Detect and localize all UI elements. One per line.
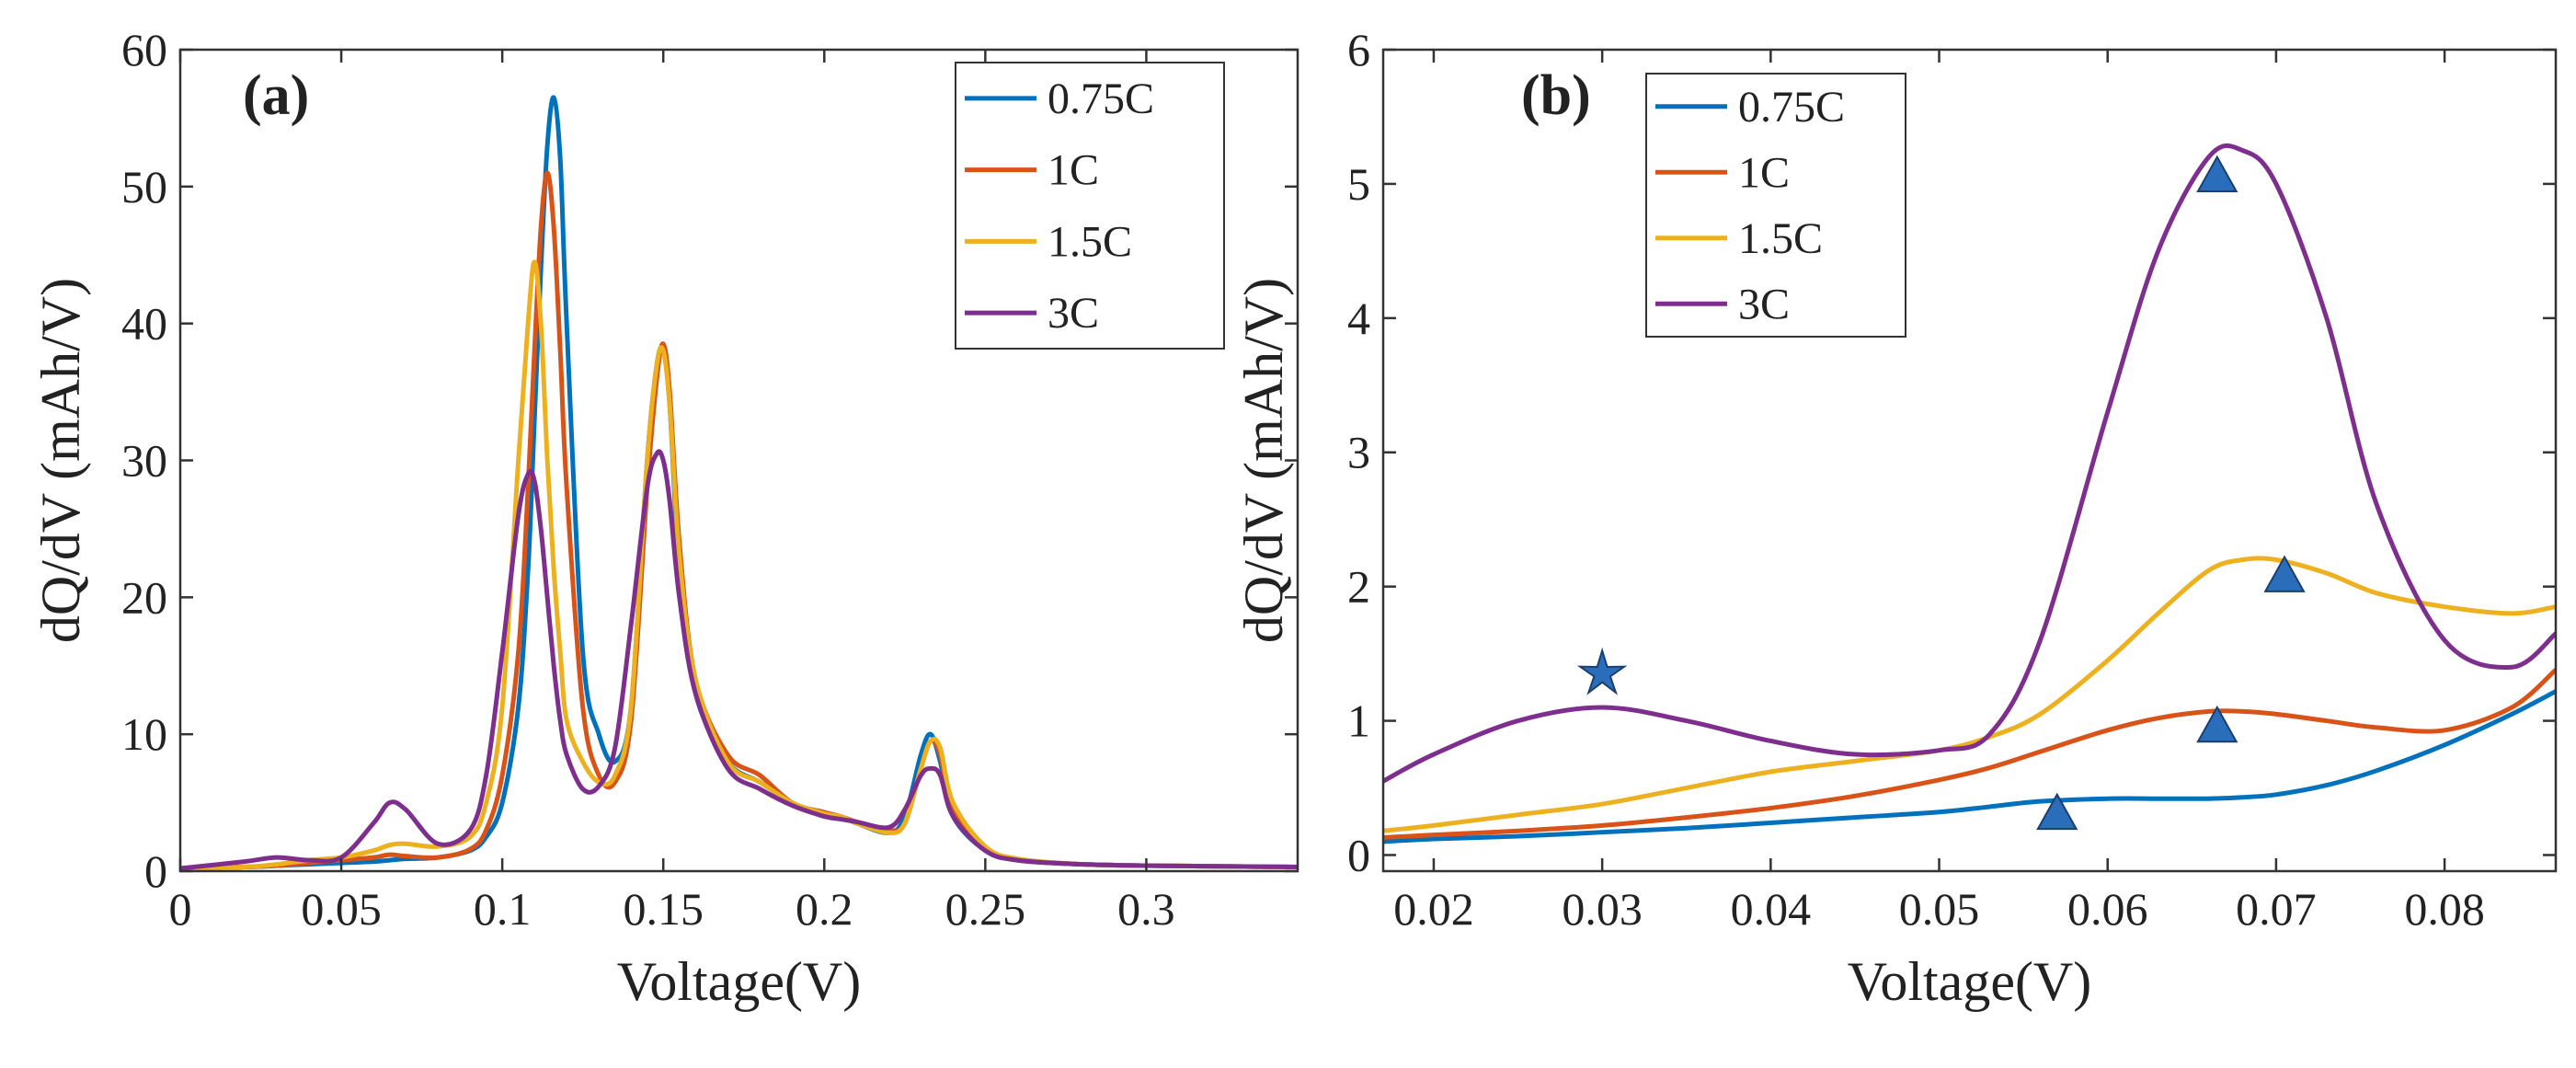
y-tick-label: 0: [1347, 829, 1370, 880]
legend-box: [1645, 73, 1906, 338]
series-line: [1383, 668, 2556, 841]
legend-label: 0.75C: [1048, 75, 1154, 123]
y-tick-label: 3: [1347, 427, 1370, 478]
y-tick-label: 40: [121, 298, 167, 350]
series-line: [1383, 689, 2556, 844]
legend-label: 0.75C: [1738, 83, 1845, 132]
x-tick-label: 0.3: [1117, 883, 1175, 935]
x-tick-label: 0.07: [2236, 883, 2317, 935]
legend-label: 1C: [1738, 148, 1790, 197]
y-tick-label: 4: [1347, 293, 1370, 344]
x-tick-label: 0.02: [1393, 883, 1474, 935]
x-tick-label: 0.15: [623, 883, 704, 935]
panel-label: (a): [243, 64, 309, 127]
x-tick-label: 0.2: [796, 883, 853, 935]
marker-triangle: [2196, 705, 2238, 743]
y-axis-label: dQ/dV (mAh/V): [30, 278, 91, 643]
legend-label: 1C: [1048, 146, 1099, 195]
y-tick-label: 2: [1347, 561, 1370, 613]
y-tick-label: 0: [144, 845, 167, 897]
series-line: [1383, 143, 2556, 784]
legend-label: 1.5C: [1048, 217, 1132, 266]
panel: 0.02 0.03 0.04 0.05 0.06 0.07 0.08 0 1 2 3 4 5 6 Volta…: [1233, 24, 2558, 1012]
y-tick-label: 1: [1347, 695, 1370, 747]
marker-triangle: [2196, 155, 2238, 193]
series-line: [1383, 556, 2556, 833]
legend-label: 3C: [1048, 289, 1099, 338]
y-tick-label: 10: [121, 708, 167, 760]
marker-triangle: [2036, 792, 2078, 831]
y-axis-label: dQ/dV (mAh/V): [1233, 278, 1294, 643]
x-tick-label: 0: [169, 883, 192, 935]
x-tick-label: 0.08: [2404, 883, 2485, 935]
legend-label: 1.5C: [1738, 214, 1823, 263]
y-tick-label: 30: [121, 435, 167, 487]
series-line: [180, 449, 1298, 871]
x-tick-label: 0.05: [301, 883, 382, 935]
y-tick-label: 20: [121, 571, 167, 623]
x-axis-label: Voltage(V): [617, 951, 862, 1012]
legend-label: 3C: [1738, 280, 1790, 328]
x-axis-label: Voltage(V): [1848, 951, 2092, 1012]
marker-star: [1576, 647, 1628, 695]
marker-triangle: [2263, 555, 2306, 592]
x-tick-label: 0.03: [1562, 883, 1643, 935]
x-tick-label: 0.1: [474, 883, 532, 935]
legend-box: [955, 62, 1225, 350]
panel: 0 0.05 0.1 0.15 0.2 0.25 0.3 0 10 20 30 40 50 60 Volta…: [30, 24, 1299, 1012]
y-tick-label: 6: [1347, 24, 1370, 75]
y-tick-label: 50: [121, 161, 167, 212]
panel-label: (b): [1521, 64, 1591, 127]
x-tick-label: 0.25: [945, 883, 1026, 935]
x-tick-label: 0.05: [1899, 883, 1980, 935]
x-tick-label: 0.04: [1731, 883, 1812, 935]
x-tick-label: 0.06: [2067, 883, 2148, 935]
axes-box: [1381, 48, 2558, 873]
y-tick-label: 5: [1347, 158, 1370, 210]
y-tick-label: 60: [121, 24, 167, 75]
